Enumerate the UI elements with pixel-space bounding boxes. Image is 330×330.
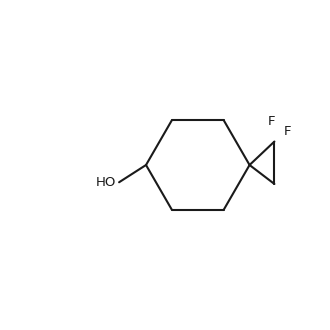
Text: HO: HO bbox=[95, 176, 115, 189]
Text: F: F bbox=[284, 125, 291, 138]
Text: F: F bbox=[268, 115, 276, 128]
